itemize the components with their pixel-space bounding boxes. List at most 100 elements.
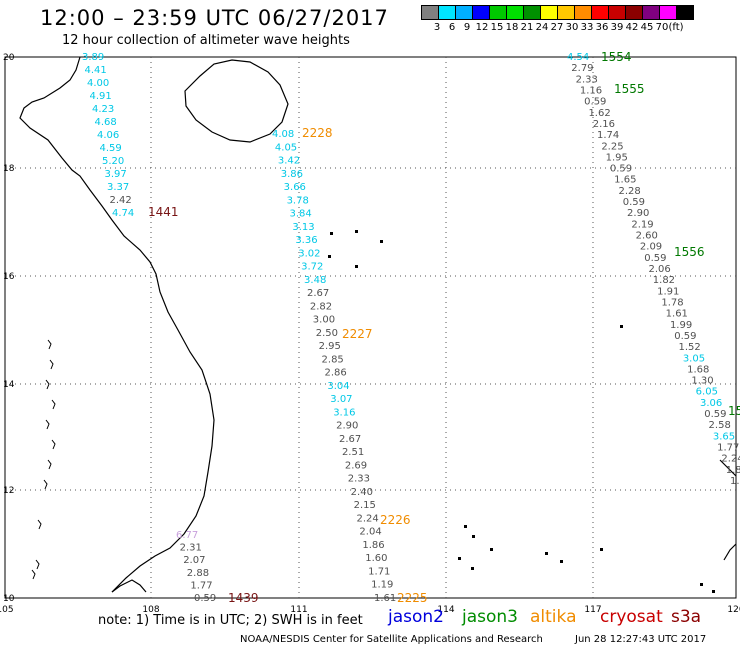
timestamp-text: Jun 28 12:27:43 UTC 2017: [575, 634, 707, 645]
swh-value: 1.60: [365, 553, 387, 564]
swh-value: 3.02: [298, 248, 320, 259]
pass-label: 2227: [342, 327, 373, 341]
swh-value: 0.59: [610, 164, 632, 175]
lat-label: 14: [3, 380, 15, 390]
credit-text: NOAA/NESDIS Center for Satellite Applica…: [240, 634, 543, 645]
scale-label: 12: [475, 22, 489, 33]
swh-value: 3.97: [105, 169, 127, 180]
swh-value: 2.24: [721, 454, 740, 465]
scale-swatch: [506, 5, 524, 20]
swh-value: 2.42: [110, 195, 132, 206]
pass-label: 2226: [380, 513, 411, 527]
scale-label: 18: [505, 22, 519, 33]
scale-label: 15: [490, 22, 504, 33]
swh-value: 2.50: [316, 328, 338, 339]
swh-value: 3.04: [327, 381, 349, 392]
swh-value: 4.06: [97, 130, 119, 141]
island: [471, 567, 474, 570]
island: [700, 583, 703, 586]
island: [355, 230, 358, 233]
island: [51, 439, 56, 450]
scale-swatch: [574, 5, 592, 20]
swh-value: 1.78: [661, 297, 683, 308]
island: [330, 232, 333, 235]
swh-value: 4.91: [90, 91, 112, 102]
swh-value: 1.16: [580, 85, 602, 96]
lat-label: 16: [3, 272, 15, 282]
swh-value: 2.33: [348, 474, 370, 485]
scale-label: 6: [448, 22, 456, 33]
scale-swatch: [642, 5, 660, 20]
swh-value: 2.16: [593, 119, 615, 130]
swh-value: 2.69: [345, 460, 367, 471]
pass-label: 2225: [397, 591, 428, 605]
swh-value: 1.95: [606, 152, 628, 163]
swh-value: 4.00: [87, 78, 109, 89]
swh-value: 2.04: [359, 527, 381, 538]
pass-label: 1554: [601, 50, 632, 64]
swh-value: 4.54: [567, 52, 589, 63]
coastline: [19, 56, 215, 593]
swh-value: 3.16: [333, 407, 355, 418]
swh-value: 2.95: [319, 341, 341, 352]
swh-value: 1.71: [368, 566, 390, 577]
island: [490, 548, 493, 551]
swh-value: 0.59: [644, 253, 666, 264]
scale-label: 33: [580, 22, 594, 33]
swh-value: 2.85: [322, 354, 344, 365]
scale-swatch: [489, 5, 507, 20]
island: [380, 240, 383, 243]
lon-label: 105: [0, 605, 14, 615]
page-title: 12:00 – 23:59 UTC 06/27/2017: [40, 6, 389, 30]
swh-value: 4.74: [112, 208, 134, 219]
swh-value: 3.00: [313, 315, 335, 326]
swh-value: 1.62: [588, 108, 610, 119]
scale-swatch: [421, 5, 439, 20]
swh-value: 3.37: [107, 182, 129, 193]
scale-label: 27: [550, 22, 564, 33]
scale-label: 70: [655, 22, 669, 33]
scale-label: 9: [463, 22, 471, 33]
scale-label: 21: [520, 22, 534, 33]
swh-value: 0.59: [194, 593, 216, 604]
swh-value: 1.8: [726, 465, 740, 476]
swh-value: 1.61: [666, 309, 688, 320]
lon-label: 120: [727, 605, 740, 615]
lon-label: 117: [584, 605, 601, 615]
note-text: note: 1) Time is in UTC; 2) SWH is in fe…: [98, 613, 363, 628]
scale-swatch: [455, 5, 473, 20]
island: [31, 569, 36, 580]
color-scale-labels: 3 6 9 12 15 18 21 24 27 30 33 36 39 42 45 70 (ft): [422, 20, 694, 34]
scale-unit: (ft): [668, 22, 684, 33]
lat-label: 12: [3, 486, 14, 496]
legend-altika: altika: [530, 607, 577, 627]
swh-value: 3.86: [281, 169, 303, 180]
swh-value: 1.65: [614, 175, 636, 186]
island: [600, 548, 603, 551]
swh-value: 4.05: [275, 142, 297, 153]
swh-value: 0.59: [623, 197, 645, 208]
island: [545, 552, 548, 555]
scale-label: 24: [535, 22, 549, 33]
swh-value: 4.59: [100, 143, 122, 154]
island: [45, 419, 50, 430]
scale-swatch: [523, 5, 541, 20]
swh-value: 2.60: [636, 231, 658, 242]
scale-swatch: [438, 5, 456, 20]
swh-value: 4.08: [272, 129, 294, 140]
island: [35, 559, 40, 570]
island: [47, 339, 52, 350]
swh-value: 2.19: [631, 219, 653, 230]
coastline: [723, 543, 737, 561]
swh-value: 2.25: [601, 141, 623, 152]
swh-value: 2.33: [576, 74, 598, 85]
lat-label: 10: [3, 594, 15, 604]
swh-value: 4.68: [95, 117, 117, 128]
coastline: [719, 459, 737, 477]
scale-label: 42: [625, 22, 639, 33]
swh-value: 1.77: [717, 443, 739, 454]
swh-value: 0.59: [584, 97, 606, 108]
swh-value: 2.58: [709, 420, 731, 431]
swh-value: 2.09: [640, 242, 662, 253]
